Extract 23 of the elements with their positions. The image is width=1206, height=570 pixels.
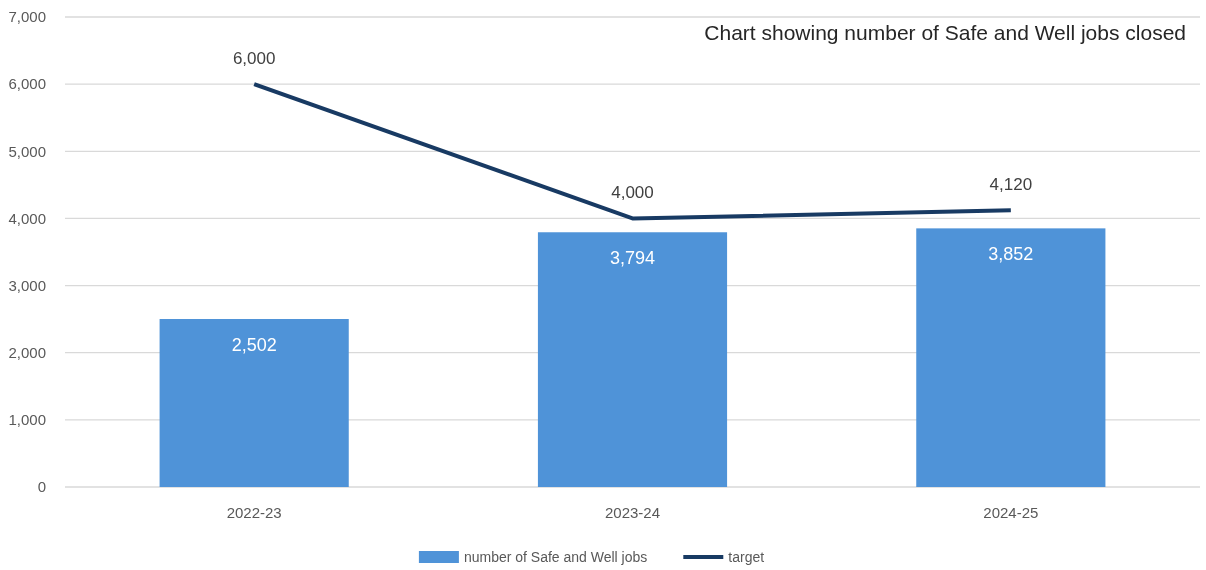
y-tick-label: 2,000 — [8, 343, 46, 361]
x-tick-label: 2022-23 — [226, 504, 282, 521]
data-label: 4,000 — [611, 183, 654, 203]
chart-title: Chart showing number of Safe and Well jobs closed — [704, 21, 1186, 44]
bar — [159, 319, 349, 487]
y-tick-label: 7,000 — [8, 8, 46, 26]
y-tick-label: 1,000 — [8, 411, 46, 429]
bar — [537, 232, 728, 487]
y-tick-label: 5,000 — [8, 142, 46, 160]
legend-label: number of Safe and Well jobs — [463, 548, 648, 565]
legend-label: target — [728, 548, 765, 565]
data-label: 2,502 — [231, 335, 277, 356]
data-label: 3,794 — [609, 248, 656, 269]
y-tick-label: 0 — [37, 478, 46, 496]
x-tick-label: 2024-25 — [983, 504, 1039, 521]
y-tick-label: 4,000 — [8, 209, 46, 227]
bar — [916, 228, 1106, 487]
y-tick-label: 3,000 — [8, 276, 46, 294]
x-tick-label: 2023-24 — [604, 504, 661, 521]
data-label: 4,120 — [989, 175, 1033, 195]
data-label: 3,852 — [988, 244, 1034, 265]
data-label: 6,000 — [232, 49, 276, 69]
y-tick-label: 6,000 — [8, 75, 46, 93]
